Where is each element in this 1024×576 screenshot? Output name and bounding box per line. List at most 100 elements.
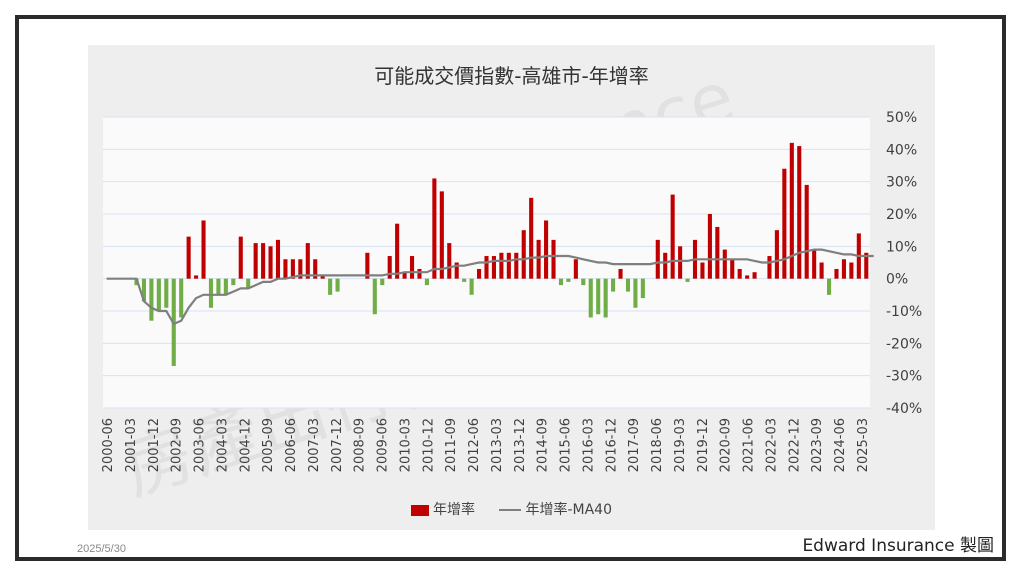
bar [484,256,489,279]
bar [618,268,623,279]
credit: Edward Insurance 製圖 [802,536,994,556]
bar [387,256,392,279]
bar [261,243,266,279]
x-tick-label: 2005-09 [261,418,276,472]
x-tick-label: 2012-06 [467,418,482,472]
bar [566,278,571,282]
legend: 年增率 年增率-MA40 [88,499,935,519]
x-tick-label: 2022-12 [787,418,802,472]
bar [633,278,638,308]
bar [491,256,496,279]
bar [603,278,608,318]
x-tick-label: 2004-12 [238,418,253,472]
bar [305,243,310,279]
bar [551,239,556,279]
ma40-line [106,248,874,326]
bar [596,278,601,315]
bar [372,278,377,315]
x-tick-label: 2013-03 [490,418,505,472]
date-stamp: 2025/5/30 [77,543,126,555]
bar [156,278,161,311]
bar [149,278,154,321]
bar [789,142,794,279]
x-tick-label: 2008-09 [353,418,368,472]
bar [707,214,712,279]
bar [186,236,191,279]
bar [447,243,452,279]
bar [722,249,727,279]
y-tick-label: 20% [886,207,917,223]
x-tick-label: 2002-09 [170,418,185,472]
y-tick-label: -20% [886,336,922,352]
bar [499,252,504,279]
x-tick-label: 2025-03 [856,418,871,472]
bar [812,249,817,279]
bar [782,168,787,279]
bar [774,230,779,279]
bar [201,220,206,279]
bar [328,278,333,295]
y-tick-label: 0% [886,272,908,288]
legend-label-line: 年增率-MA40 [525,502,612,518]
bar [804,184,809,279]
bar [246,278,251,289]
bar [231,278,236,286]
x-tick-label: 2007-12 [330,418,345,472]
x-tick-label: 2015-06 [559,418,574,472]
bar [290,259,295,279]
bar [313,259,318,279]
y-tick-label: -30% [886,369,922,385]
bar [223,278,228,295]
bar [365,252,370,279]
bar [841,259,846,279]
bar [536,239,541,279]
x-tick-label: 2010-03 [398,418,413,472]
bar [506,252,511,279]
bar [409,256,415,279]
x-tick-label: 2018-06 [650,418,665,472]
bar [611,278,616,292]
bar [298,259,303,279]
bar [432,178,437,279]
x-tick-label: 2000-06 [101,418,116,472]
bar [238,236,243,279]
bar [767,256,772,279]
bar [834,268,839,279]
bar [849,262,854,279]
bar [558,278,564,286]
x-tick-label: 2016-03 [582,418,597,472]
bar [737,268,742,279]
y-tick-label: 30% [886,175,917,191]
bar [380,278,385,286]
bar [797,146,802,279]
bar [335,278,340,292]
x-tick-label: 2006-06 [284,418,299,472]
bar [864,252,869,279]
x-tick-label: 2022-03 [765,418,780,472]
bar [730,259,735,279]
bar [194,275,199,279]
bar [685,278,690,282]
x-tick-label: 2019-03 [673,418,688,472]
bar [320,275,325,279]
bar [625,278,631,292]
legend-item-bar: 年增率 [411,499,475,519]
x-tick-label: 2007-03 [307,418,322,472]
x-tick-label: 2024-06 [833,418,848,472]
bar [477,268,482,279]
bar [469,278,474,295]
bar [283,259,288,279]
bar [715,226,720,279]
legend-swatch-bar [411,504,429,516]
x-tick-label: 2003-06 [193,418,208,472]
bar [454,262,459,279]
legend-swatch-line [499,509,522,511]
bar [700,262,705,279]
x-tick-label: 2016-12 [604,418,619,472]
x-tick-label: 2001-03 [124,418,139,472]
y-tick-label: 50% [886,110,917,126]
bar [655,239,660,279]
bar [275,239,281,279]
bar [573,259,578,279]
